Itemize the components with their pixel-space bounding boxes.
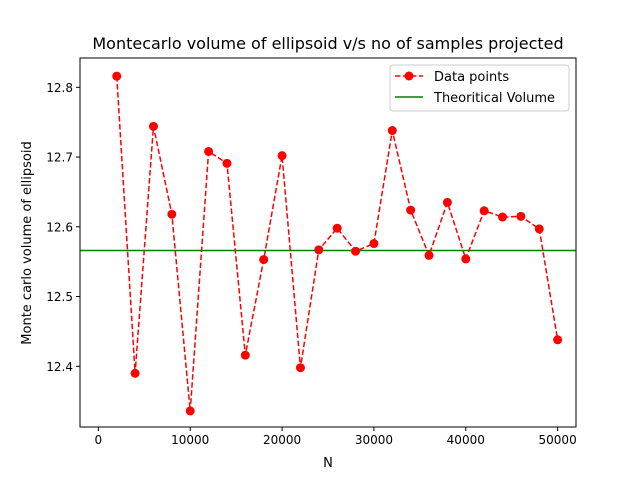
- data-point-marker: [204, 146, 214, 156]
- x-tick-label: 10000: [171, 433, 209, 447]
- y-tick-label: 12.4: [46, 360, 73, 374]
- chart-title: Montecarlo volume of ellipsoid v/s no of…: [92, 34, 563, 53]
- legend-theoretical-volume-label: Theoritical Volume: [433, 91, 555, 106]
- data-point-marker: [185, 406, 195, 416]
- legend-box: [389, 64, 570, 112]
- data-point-marker: [406, 205, 416, 215]
- data-point-marker: [553, 335, 563, 345]
- plot-area: 0 10000 20000 30000 40000 50000 12.4 12.5 12.6 12…: [46, 57, 577, 447]
- data-point-marker: [130, 368, 140, 378]
- y-tick-label: 12.5: [46, 290, 73, 304]
- y-tick-label: 12.7: [46, 151, 73, 165]
- data-point-marker: [424, 250, 434, 260]
- data-point-marker: [295, 363, 305, 373]
- data-point-marker: [369, 239, 379, 249]
- x-tick-label: 40000: [447, 433, 485, 447]
- axes-frame: [79, 57, 577, 428]
- data-point-marker: [112, 71, 122, 81]
- y-axis-label: Monte carlo volume of ellipsoid: [20, 141, 35, 344]
- data-point-marker: [387, 126, 397, 136]
- x-tick-label: 0: [95, 433, 103, 447]
- data-point-marker: [167, 209, 177, 219]
- data-point-marker: [461, 254, 471, 264]
- legend-data-points-label: Data points: [434, 70, 509, 85]
- data-point-marker: [148, 121, 158, 131]
- x-tick-label: 50000: [539, 433, 577, 447]
- legend: Data points Theoritical Volume: [389, 64, 570, 112]
- data-point-marker: [442, 197, 452, 207]
- data-point-marker: [222, 158, 232, 168]
- data-point-marker: [314, 245, 324, 255]
- y-tick-label: 12.6: [46, 220, 73, 234]
- x-axis-label: N: [323, 456, 333, 471]
- legend-data-points-marker: [404, 71, 414, 81]
- data-point-marker: [516, 211, 526, 221]
- x-tick-label: 20000: [263, 433, 301, 447]
- y-tick-label: 12.8: [46, 81, 73, 95]
- data-point-marker: [479, 206, 489, 216]
- data-point-marker: [498, 212, 508, 222]
- data-point-marker: [534, 224, 544, 234]
- data-point-marker: [332, 223, 342, 233]
- data-point-marker: [277, 151, 287, 161]
- data-point-marker: [240, 350, 250, 360]
- x-tick-label: 30000: [355, 433, 393, 447]
- data-point-marker: [259, 255, 269, 265]
- data-point-marker: [351, 246, 361, 256]
